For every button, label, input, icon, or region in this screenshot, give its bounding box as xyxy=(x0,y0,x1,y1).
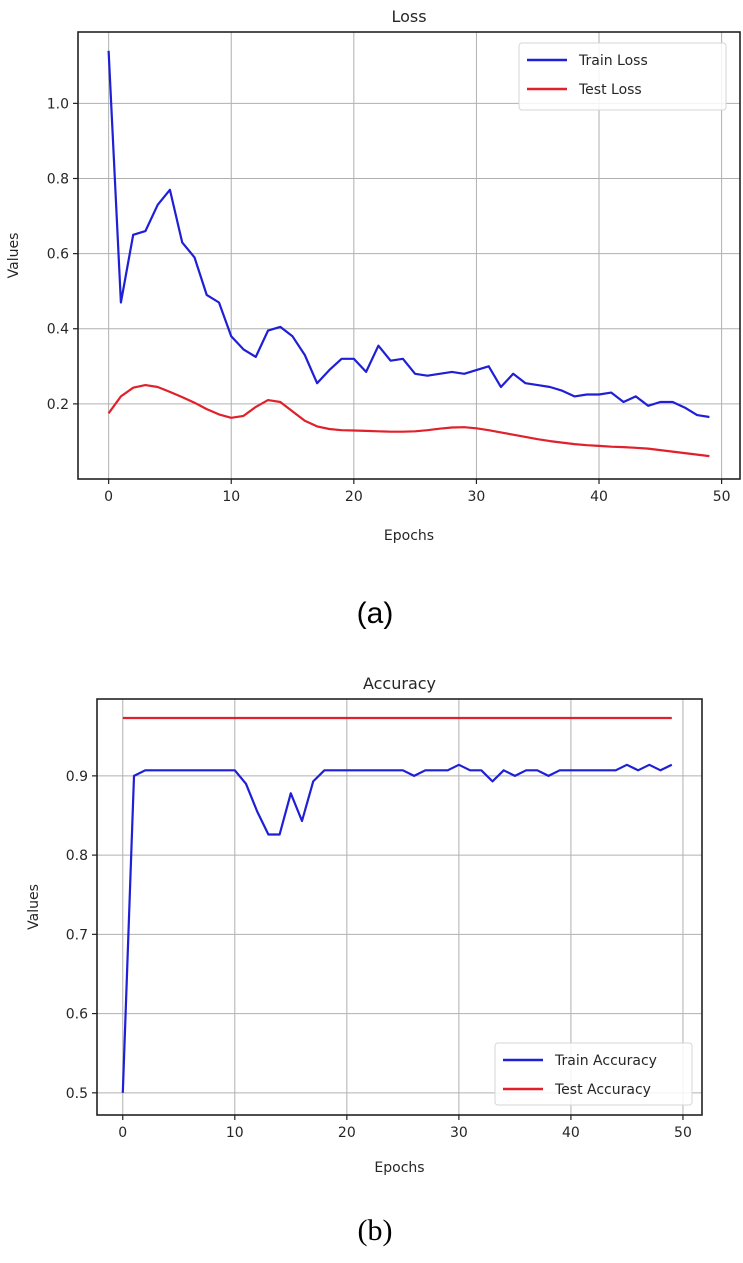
y-tick-label: 0.4 xyxy=(47,322,69,338)
x-tick-label: 10 xyxy=(222,489,240,505)
accuracy-chart: 0 10 20 30 40 50 0.5 0.6 0.7 0.8 0.9 Accuracy Epo… xyxy=(26,674,703,1176)
y-tick-label: 0.6 xyxy=(66,1007,88,1023)
x-tick-label: 40 xyxy=(562,1125,580,1141)
x-tick-label: 10 xyxy=(226,1125,244,1141)
caption-b: (b) xyxy=(358,1214,393,1247)
loss-legend: Train Loss Test Loss xyxy=(518,42,727,111)
legend-box xyxy=(518,42,727,111)
y-tick-label: 0.6 xyxy=(47,247,69,263)
accuracy-chart-title: Accuracy xyxy=(363,674,436,693)
y-tick-label: 0.2 xyxy=(47,397,69,413)
x-tick-label: 20 xyxy=(345,489,363,505)
accuracy-grid xyxy=(97,699,702,1115)
y-tick-label: 1.0 xyxy=(47,96,69,112)
accuracy-lines xyxy=(121,716,673,1093)
train-loss-line xyxy=(107,50,710,419)
legend-label: Test Accuracy xyxy=(554,1082,651,1098)
loss-y-axis-label: Values xyxy=(6,233,22,279)
y-tick-label: 0.7 xyxy=(66,927,88,943)
loss-plot-frame xyxy=(77,31,741,480)
x-tick-label: 0 xyxy=(118,1125,127,1141)
caption-a: (a) xyxy=(357,597,394,630)
accuracy-legend: Train Accuracy Test Accuracy xyxy=(494,1042,693,1106)
test-loss-line xyxy=(107,384,710,458)
accuracy-plot-frame xyxy=(96,698,703,1116)
loss-y-ticks: 0.2 0.4 0.6 0.8 1.0 xyxy=(47,96,78,413)
y-tick-label: 0.8 xyxy=(66,848,88,864)
loss-chart: 0 10 20 30 40 50 0.20.40.60.81.0 Loss Epochs … xyxy=(6,7,741,544)
train-accuracy-line xyxy=(121,763,673,1093)
x-tick-label: 30 xyxy=(450,1125,468,1141)
accuracy-x-axis-label: Epochs xyxy=(374,1160,424,1176)
legend-label: Train Accuracy xyxy=(554,1053,657,1069)
legend-label: Train Loss xyxy=(578,53,648,69)
accuracy-x-ticks: 0 10 20 30 40 50 xyxy=(118,1115,692,1141)
loss-lines xyxy=(107,50,710,458)
legend-label: Test Loss xyxy=(578,82,642,98)
loss-chart-title: Loss xyxy=(391,7,426,26)
y-tick-label: 0.5 xyxy=(66,1086,88,1102)
x-tick-label: 50 xyxy=(713,489,731,505)
x-tick-label: 50 xyxy=(674,1125,692,1141)
y-tick-label: 0.8 xyxy=(47,171,69,187)
y-tick-label: 0.9 xyxy=(66,769,88,785)
accuracy-y-ticks: 0.5 0.6 0.7 0.8 0.9 xyxy=(66,769,97,1102)
x-tick-label: 20 xyxy=(338,1125,356,1141)
loss-x-ticks: 0 10 20 30 40 50 xyxy=(104,479,731,505)
accuracy-y-axis-label: Values xyxy=(26,884,42,930)
x-tick-label: 40 xyxy=(590,489,608,505)
legend-box xyxy=(494,1042,693,1106)
x-tick-label: 30 xyxy=(468,489,486,505)
loss-x-axis-label: Epochs xyxy=(384,528,434,544)
x-tick-label: 0 xyxy=(104,489,113,505)
